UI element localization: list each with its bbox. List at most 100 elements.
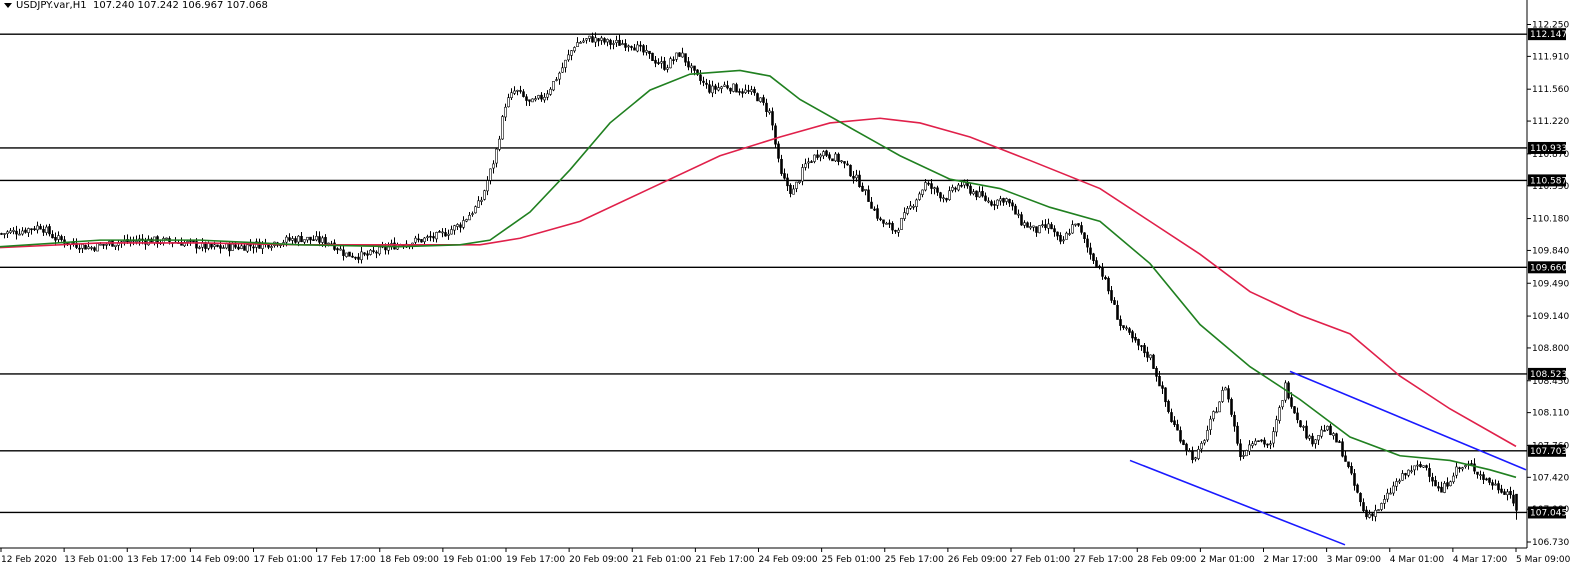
candle-body [1368,513,1371,518]
candle-body [735,84,738,93]
candle-body [1032,225,1035,228]
candle-body [762,97,765,103]
candle-body [1140,345,1143,347]
candle-body [1362,502,1365,512]
candle-body [549,88,552,95]
candle-body [642,45,645,53]
candle-body [342,249,345,256]
candle-body [816,154,819,158]
x-tick-label: 17 Feb 17:00 [317,555,376,565]
candle-body [78,247,81,250]
level-price-box [1528,261,1566,274]
candle-body [1188,450,1191,453]
candle-body [1257,440,1260,442]
candle-body [636,44,639,52]
candle-body [240,245,243,249]
candle-body [837,153,840,162]
candle-body [1215,411,1218,414]
candle-body [744,89,747,93]
candle-body [207,243,210,249]
level-price-label: 110.587 [1530,176,1567,186]
candle-body [81,244,84,249]
candle-body [633,47,636,51]
candle-body [318,236,321,243]
candle-body [831,158,834,162]
candle-body [492,163,495,169]
candle-body [933,187,936,190]
candle-body [1365,509,1368,518]
candle-body [1473,463,1476,472]
candle-body [1146,351,1149,358]
candle-body [621,43,624,46]
candle-body [951,187,954,191]
candle-body [768,110,771,113]
candle-body [1329,425,1332,436]
candle-body [924,182,927,191]
candle-body [1047,223,1050,229]
x-tick-label: 27 Feb 01:00 [1011,555,1070,565]
candle-body [1080,225,1083,233]
candle-body [345,252,348,257]
candle-body [867,189,870,202]
candle-body [429,235,432,238]
candle-body [96,243,99,252]
dropdown-arrow-icon[interactable] [4,2,12,8]
candle-body [453,225,456,231]
candle-body [516,89,519,92]
candle-body [987,200,990,203]
y-tick-label: 106.730 [1532,538,1569,548]
candle-body [1392,485,1395,494]
candle-body [708,84,711,93]
candle-body [1299,420,1302,428]
candle-body [324,237,327,245]
candle-body [624,43,627,48]
candle-body [1170,412,1173,422]
candle-body [903,212,906,219]
candle-body [1479,474,1482,476]
candle-body [51,234,54,239]
x-tick-label: 21 Feb 01:00 [632,555,691,565]
candle-body [522,91,525,97]
candle-body [849,164,852,177]
candle-body [582,40,585,43]
candle-body [651,52,654,61]
y-tick-label: 108.110 [1532,409,1569,419]
candle-body [1209,418,1212,430]
candle-body [828,154,831,159]
candle-body [1197,449,1200,459]
candle-body [27,228,30,233]
candle-body [978,191,981,198]
candle-body [1449,481,1452,487]
candle-body [855,174,858,179]
candle-body [33,228,36,231]
candle-body [789,184,792,194]
candle-body [984,195,987,201]
candle-body [1134,336,1137,341]
candle-body [777,143,780,159]
candle-body [192,240,195,243]
candle-body [996,199,999,206]
candle-body [270,246,273,249]
candle-body [21,230,24,235]
candle-body [981,191,984,197]
candle-body [864,188,867,191]
candle-body [1374,509,1377,517]
candle-body [228,243,231,252]
candle-body [507,97,510,108]
candle-body [525,96,528,101]
candle-body [546,93,549,98]
candle-body [765,102,768,112]
candle-body [387,246,390,251]
candle-body [1230,399,1233,415]
candle-body [258,241,261,249]
candle-body [561,67,564,73]
candle-body [1380,503,1383,510]
candle-body [591,36,594,43]
candle-body [912,205,915,208]
candle-body [1221,390,1224,402]
candle-body [792,188,795,195]
candle-body [1287,382,1290,399]
candle-body [198,247,201,249]
candle-body [441,231,444,234]
